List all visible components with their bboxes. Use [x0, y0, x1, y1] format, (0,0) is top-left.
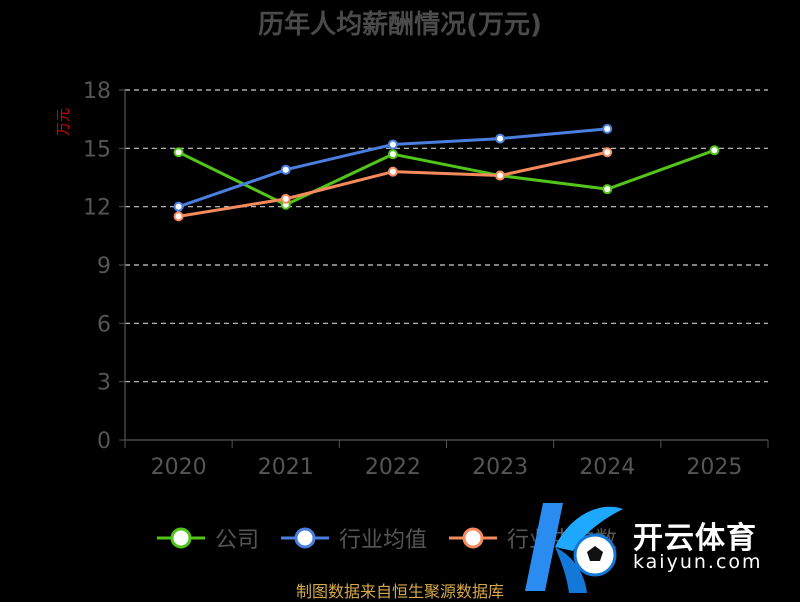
data-point[interactable]	[387, 166, 398, 177]
source-note: 制图数据来自恒生聚源数据库	[295, 582, 504, 601]
data-point[interactable]	[709, 145, 720, 156]
data-point[interactable]	[602, 184, 613, 195]
data-point[interactable]	[602, 123, 613, 134]
x-tick-label: 2021	[258, 455, 314, 480]
legend-label-industry-avg: 行业均值	[339, 528, 428, 553]
data-point[interactable]	[173, 201, 184, 212]
y-tick-label: 15	[83, 137, 111, 162]
series-lines	[173, 123, 720, 222]
y-tick-label: 12	[83, 196, 111, 221]
data-point[interactable]	[495, 133, 506, 144]
chart-title: 历年人均薪酬情况(万元)	[258, 10, 542, 40]
y-tick-label: 18	[83, 79, 111, 104]
x-tick-label: 2025	[686, 455, 742, 480]
legend-item-company[interactable]: 公司	[155, 522, 259, 554]
y-tick-label: 0	[97, 429, 111, 454]
watermark-text: 开云体育	[633, 521, 757, 556]
data-point[interactable]	[280, 164, 291, 175]
y-tick-label: 9	[97, 254, 111, 279]
x-tick-label: 2023	[472, 455, 528, 480]
data-point[interactable]	[387, 139, 398, 150]
ky-soccer-logo-icon	[525, 503, 623, 593]
series-line-0	[177, 148, 715, 207]
data-point[interactable]	[387, 149, 398, 160]
x-tick-label: 2022	[365, 455, 421, 480]
legend-label-company: 公司	[215, 528, 260, 553]
legend-swatch-company	[157, 527, 205, 549]
data-point[interactable]	[602, 147, 613, 158]
axes: 0 3 6 9 12 15 18 2020 2021 2022 2023 2024 2025	[83, 79, 769, 480]
y-axis-label: 万元	[56, 108, 72, 136]
y-tick-label: 6	[97, 312, 111, 337]
data-point[interactable]	[173, 211, 184, 222]
data-point[interactable]	[495, 170, 506, 181]
legend-swatch-industry-median	[449, 527, 498, 549]
watermark: 开云体育 kaiyun.com	[515, 495, 800, 600]
legend-swatch-industry-avg	[281, 527, 330, 549]
grid-lines	[125, 89, 768, 383]
x-tick-label: 2020	[151, 455, 207, 480]
y-tick-label: 3	[97, 371, 111, 396]
watermark-subtext: kaiyun.com	[633, 551, 763, 573]
x-tick-label: 2024	[579, 455, 635, 480]
data-point[interactable]	[280, 193, 291, 204]
data-point[interactable]	[173, 147, 184, 158]
legend-item-industry-avg[interactable]: 行业均值	[279, 522, 427, 554]
